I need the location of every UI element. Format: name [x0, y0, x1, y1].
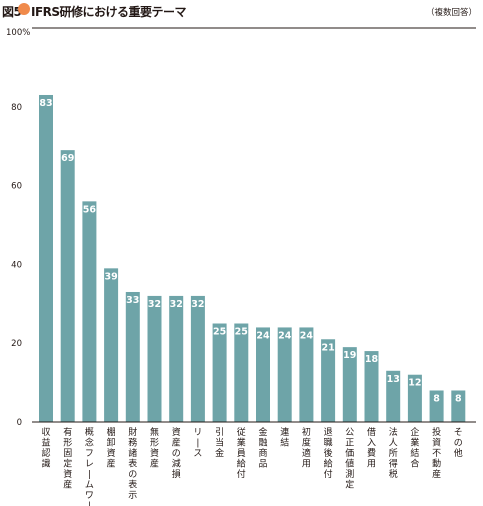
category-label: 投資不動産 — [432, 426, 441, 480]
bar — [277, 327, 292, 422]
y-tick-label: 80 — [11, 103, 22, 113]
bars — [39, 94, 466, 422]
bar — [125, 291, 140, 422]
category-label: 連結 — [280, 426, 289, 449]
chart-header: 図5 IFRS研修における重要テーマ （複数回答） — [0, 0, 483, 22]
bar-value-label: 25 — [235, 327, 248, 338]
bar — [256, 327, 270, 422]
chart-note: （複数回答） — [425, 8, 477, 18]
category-label: 概念フレ|ムワ|ク — [85, 426, 94, 506]
bar — [429, 390, 444, 422]
y-tick-label: 40 — [11, 260, 22, 270]
bar-value-label: 32 — [191, 299, 204, 310]
category-label: 無形資産 — [150, 426, 159, 470]
bar — [386, 370, 401, 422]
value-labels: 83 69 56 39 33 32 32 32 25 25 24 24 24 21 19 18 13 12 8 8 — [39, 98, 462, 405]
y-tick-label: 60 — [11, 182, 22, 192]
bar — [190, 295, 205, 422]
bar — [82, 201, 97, 422]
bar — [299, 327, 314, 422]
bar — [39, 94, 53, 422]
bar — [212, 323, 227, 422]
bar — [321, 339, 336, 422]
category-label: 金融商品 — [258, 426, 267, 470]
category-label: 財務諸表の表示 — [128, 426, 137, 501]
bar — [234, 323, 249, 422]
bar-value-label: 8 — [433, 393, 440, 404]
category-label: リ|ス — [193, 428, 202, 459]
bar-value-label: 33 — [126, 295, 139, 306]
category-label: 公正価値測定 — [345, 427, 354, 491]
category-label: 従業員給付 — [237, 426, 246, 480]
bar-value-label: 25 — [213, 327, 226, 338]
category-label: 有形固定資産 — [63, 426, 72, 491]
bar-value-label: 83 — [39, 98, 52, 109]
category-label: 棚卸資産 — [107, 426, 116, 470]
bar-value-label: 32 — [148, 299, 161, 310]
figure-label: 図5 — [2, 5, 22, 19]
category-labels: 収益認識 有形固定資産 概念フレ|ムワ|ク 棚卸資産 財務諸表の表示 無形資産 資産の減損 リ… — [41, 426, 462, 506]
y-tick-label: 0 — [17, 418, 22, 428]
bar-value-label: 19 — [343, 350, 356, 361]
y-tick-label: 20 — [11, 339, 22, 349]
bar-value-label: 18 — [365, 354, 379, 365]
bar-value-label: 32 — [170, 299, 183, 310]
bar — [147, 295, 162, 422]
bar — [169, 295, 184, 422]
bar — [104, 268, 119, 422]
y-axis-ticks: 0 20 40 60 80 — [11, 103, 22, 428]
bar — [342, 347, 357, 422]
bar-value-label: 12 — [408, 378, 421, 389]
y-tick-top: 100% — [6, 28, 30, 38]
bar-value-label: 21 — [321, 342, 334, 353]
bar-value-label: 13 — [387, 374, 400, 385]
bar — [60, 150, 75, 422]
bar-value-label: 56 — [83, 204, 97, 215]
category-label: 収益認識 — [41, 426, 50, 470]
category-label: 借入費用 — [367, 426, 376, 470]
bar-value-label: 24 — [278, 330, 292, 341]
figure-dot-icon — [18, 3, 30, 15]
bar — [451, 390, 466, 422]
bar-value-label: 69 — [61, 153, 74, 164]
category-label: その他 — [454, 427, 463, 459]
bar-value-label: 24 — [256, 330, 270, 341]
category-label: 引当金 — [215, 427, 224, 459]
category-label: 企業結合 — [410, 426, 419, 470]
bar-value-label: 8 — [455, 393, 462, 404]
category-label: 資産の減損 — [172, 426, 181, 480]
category-label: 法人所得税 — [389, 426, 398, 480]
bar-value-label: 39 — [104, 271, 117, 282]
chart-title: IFRS研修における重要テーマ — [31, 5, 187, 19]
bar — [364, 351, 379, 422]
category-label: 初度適用 — [302, 426, 311, 470]
bar — [407, 374, 422, 422]
category-label: 退職後給付 — [324, 427, 333, 480]
bar-value-label: 24 — [300, 330, 314, 341]
